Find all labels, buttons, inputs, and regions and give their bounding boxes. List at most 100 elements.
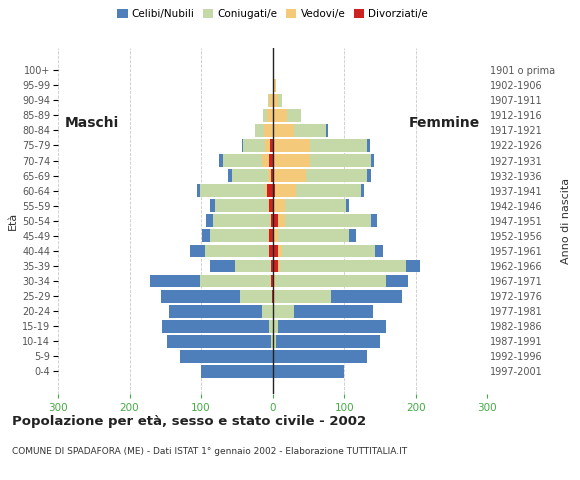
Bar — [273, 184, 275, 197]
Bar — [274, 350, 367, 363]
Bar — [161, 290, 240, 302]
Bar — [273, 290, 331, 302]
Bar — [349, 229, 356, 242]
Bar — [326, 124, 328, 137]
Bar — [273, 124, 294, 137]
Bar — [310, 154, 371, 167]
Bar — [240, 290, 272, 302]
Bar — [168, 335, 271, 348]
Bar — [273, 154, 274, 167]
Bar — [271, 275, 273, 288]
Bar — [255, 124, 264, 137]
Bar — [267, 169, 271, 182]
Bar — [243, 139, 264, 152]
Bar — [223, 154, 262, 167]
Bar — [274, 139, 310, 152]
Bar — [274, 169, 306, 182]
Bar — [200, 184, 264, 197]
Bar — [264, 124, 273, 137]
Text: Femmine: Femmine — [409, 116, 480, 130]
Bar — [296, 184, 361, 197]
Bar — [190, 244, 205, 257]
Bar — [262, 305, 273, 318]
Bar — [271, 260, 273, 273]
Bar — [367, 169, 371, 182]
Bar — [285, 215, 371, 227]
Bar — [273, 335, 276, 348]
Bar — [310, 139, 367, 152]
Bar — [306, 169, 367, 182]
Bar — [278, 215, 285, 227]
Bar — [276, 335, 380, 348]
Bar — [270, 139, 273, 152]
Bar — [274, 154, 310, 167]
Bar — [235, 260, 271, 273]
Bar — [219, 154, 223, 167]
Bar — [209, 199, 215, 212]
Bar — [271, 335, 273, 348]
Bar — [267, 184, 273, 197]
Bar — [269, 229, 273, 242]
Bar — [263, 109, 267, 122]
Bar — [162, 320, 269, 333]
Bar — [273, 320, 278, 333]
Legend: Celibi/Nubili, Coniugati/e, Vedovi/e, Divorziati/e: Celibi/Nubili, Coniugati/e, Vedovi/e, Di… — [113, 5, 432, 23]
Bar — [405, 260, 420, 273]
Bar — [282, 244, 375, 257]
Bar — [278, 94, 282, 107]
Bar — [375, 244, 383, 257]
Bar — [278, 229, 349, 242]
Bar — [269, 320, 273, 333]
Bar — [215, 199, 269, 212]
Bar — [273, 94, 278, 107]
Bar — [270, 215, 271, 227]
Bar — [273, 215, 278, 227]
Bar — [273, 275, 274, 288]
Bar — [269, 94, 273, 107]
Bar — [200, 275, 271, 288]
Bar — [232, 169, 267, 182]
Bar — [269, 154, 273, 167]
Bar — [273, 305, 294, 318]
Bar — [205, 244, 269, 257]
Bar — [273, 109, 287, 122]
Bar — [206, 215, 213, 227]
Bar — [180, 350, 273, 363]
Bar — [264, 184, 267, 197]
Bar — [287, 109, 301, 122]
Bar — [274, 199, 285, 212]
Bar — [273, 199, 274, 212]
Bar — [274, 275, 276, 288]
Text: COMUNE DI SPADAFORA (ME) - Dati ISTAT 1° gennaio 2002 - Elaborazione TUTTITALIA.: COMUNE DI SPADAFORA (ME) - Dati ISTAT 1°… — [12, 446, 407, 456]
Bar — [367, 139, 370, 152]
Bar — [202, 229, 211, 242]
Bar — [211, 260, 235, 273]
Bar — [213, 215, 270, 227]
Bar — [273, 169, 274, 182]
Text: Popolazione per età, sesso e stato civile - 2002: Popolazione per età, sesso e stato civil… — [12, 415, 366, 428]
Bar — [273, 139, 274, 152]
Bar — [242, 139, 243, 152]
Bar — [278, 244, 282, 257]
Bar — [273, 260, 278, 273]
Bar — [273, 350, 274, 363]
Bar — [272, 290, 273, 302]
Bar — [371, 215, 377, 227]
Bar — [264, 139, 270, 152]
Bar — [294, 124, 326, 137]
Bar — [211, 229, 267, 242]
Bar — [273, 64, 274, 76]
Bar — [267, 229, 269, 242]
Bar — [278, 260, 281, 273]
Bar — [294, 305, 373, 318]
Text: Maschi: Maschi — [65, 116, 119, 130]
Bar — [271, 215, 273, 227]
Bar — [281, 260, 405, 273]
Bar — [150, 275, 200, 288]
Bar — [346, 199, 349, 212]
Bar — [371, 154, 374, 167]
Bar — [201, 365, 273, 378]
Bar — [229, 169, 232, 182]
Bar — [197, 184, 200, 197]
Bar — [285, 199, 346, 212]
